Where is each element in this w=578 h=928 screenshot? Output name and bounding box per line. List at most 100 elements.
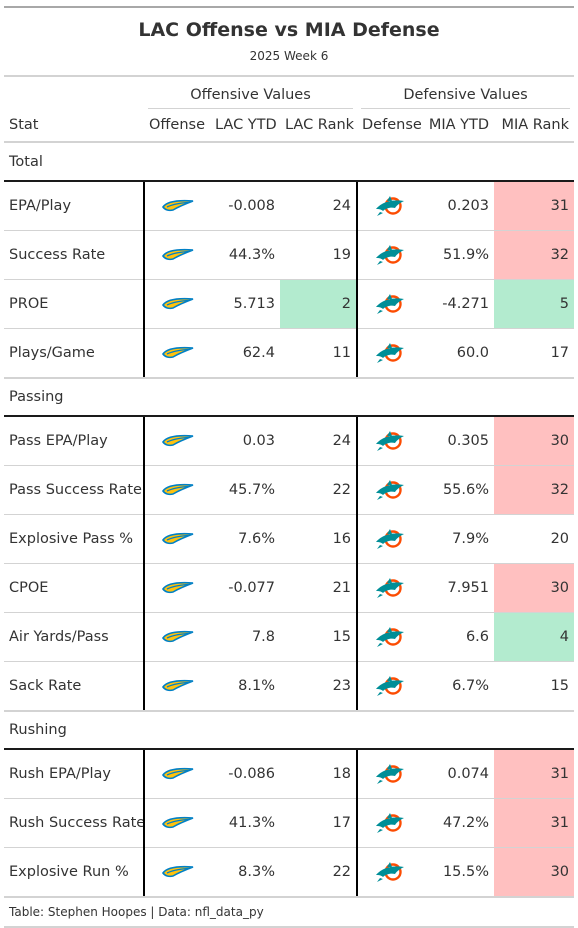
- lac-ytd-value: -0.077: [210, 563, 280, 613]
- stat-name: Explosive Pass %: [4, 514, 144, 564]
- chargers-logo-icon: [161, 816, 193, 829]
- table-row: PROE 5.713 2 -4.271 5: [4, 279, 575, 329]
- table-row: Explosive Pass % 7.6% 16 7.9% 20: [4, 514, 575, 564]
- offense-logo: [143, 661, 210, 712]
- stat-name: Pass Success Rate: [4, 465, 144, 515]
- group-label: Passing: [4, 377, 575, 417]
- mia-ytd-value: 6.7%: [423, 661, 495, 712]
- group-row: Rushing: [4, 710, 575, 750]
- spanner-row: Offensive Values Defensive Values: [4, 77, 574, 109]
- table-row: EPA/Play -0.008 24 0.203 31: [4, 181, 575, 231]
- stat-name: EPA/Play: [4, 181, 144, 231]
- lac-rank-value: 19: [280, 230, 358, 280]
- lac-rank-value: 17: [280, 798, 358, 848]
- defense-logo: [356, 661, 424, 712]
- table-body: Total EPA/Play -0.008 24 0.203 31 Success Ra…: [4, 142, 575, 898]
- mia-rank-value: 31: [494, 798, 575, 848]
- mia-ytd-value: 51.9%: [423, 230, 495, 280]
- defense-logo: [356, 749, 424, 799]
- mia-rank-value: 20: [494, 514, 575, 564]
- lac-ytd-value: -0.008: [210, 181, 280, 231]
- dolphins-logo-icon: [375, 578, 404, 598]
- lac-ytd-value: 7.8: [210, 612, 280, 662]
- lac-rank-value: 11: [280, 328, 358, 379]
- mia-ytd-value: 47.2%: [423, 798, 495, 848]
- defense-logo: [356, 328, 424, 379]
- lac-ytd-value: 5.713: [210, 279, 280, 329]
- dolphins-logo-icon: [375, 627, 404, 647]
- lac-ytd-value: -0.086: [210, 749, 280, 799]
- stat-name: CPOE: [4, 563, 144, 613]
- lac-rank-value: 18: [280, 749, 358, 799]
- mia-rank-value: 5: [494, 279, 575, 329]
- offense-logo: [143, 230, 210, 280]
- lac-rank-value: 16: [280, 514, 358, 564]
- stats-table-card: LAC Offense vs MIA Defense 2025 Week 6 O…: [4, 6, 575, 928]
- offense-logo: [143, 279, 210, 329]
- offense-logo: [143, 847, 210, 898]
- dolphins-logo-icon: [375, 529, 404, 549]
- table-title: LAC Offense vs MIA Defense: [138, 19, 440, 41]
- table-row: Sack Rate 8.1% 23 6.7% 15: [4, 661, 575, 712]
- defense-logo: [356, 279, 424, 329]
- defense-logo: [356, 181, 424, 231]
- lac-rank-value: 21: [280, 563, 358, 613]
- dolphins-logo-icon: [375, 676, 404, 696]
- defense-logo: [356, 612, 424, 662]
- chargers-logo-icon: [161, 581, 193, 594]
- offense-logo: [143, 612, 210, 662]
- dolphins-logo-icon: [375, 480, 404, 500]
- chargers-logo-icon: [161, 767, 193, 780]
- col-header-lac-ytd: LAC YTD: [210, 109, 280, 143]
- lac-rank-value: 22: [280, 465, 358, 515]
- table-row: Rush EPA/Play -0.086 18 0.074 31: [4, 749, 575, 799]
- table-row: Plays/Game 62.4 11 60.0 17: [4, 328, 575, 379]
- chargers-logo-icon: [161, 434, 193, 447]
- defense-logo: [356, 416, 424, 466]
- top-rule: [4, 6, 574, 8]
- mia-ytd-value: 0.305: [423, 416, 495, 466]
- mia-ytd-value: 7.9%: [423, 514, 495, 564]
- stat-name: Rush EPA/Play: [4, 749, 144, 799]
- mia-rank-value: 32: [494, 465, 575, 515]
- table-row: Rush Success Rate 41.3% 17 47.2% 31: [4, 798, 575, 848]
- table-row: CPOE -0.077 21 7.951 30: [4, 563, 575, 613]
- mia-rank-value: 30: [494, 847, 575, 898]
- chargers-logo-icon: [161, 248, 193, 261]
- chargers-logo-icon: [161, 297, 193, 310]
- header-rule: [4, 75, 574, 77]
- chargers-logo-icon: [161, 483, 193, 496]
- lac-ytd-value: 8.1%: [210, 661, 280, 712]
- lac-ytd-value: 44.3%: [210, 230, 280, 280]
- stat-name: Sack Rate: [4, 661, 144, 712]
- offense-logo: [143, 749, 210, 799]
- mia-ytd-value: 7.951: [423, 563, 495, 613]
- group-label: Rushing: [4, 710, 575, 750]
- mia-rank-value: 30: [494, 563, 575, 613]
- dolphins-logo-icon: [375, 862, 404, 882]
- stat-name: Air Yards/Pass: [4, 612, 144, 662]
- lac-rank-value: 15: [280, 612, 358, 662]
- col-header-offense: Offense: [144, 109, 210, 143]
- defense-logo: [356, 230, 424, 280]
- table-row: Pass EPA/Play 0.03 24 0.305 30: [4, 416, 575, 466]
- table-row: Explosive Run % 8.3% 22 15.5% 30: [4, 847, 575, 898]
- group-label: Total: [4, 142, 575, 182]
- mia-rank-value: 31: [494, 181, 575, 231]
- column-header-row: Stat Offense LAC YTD LAC Rank Defense MI…: [4, 109, 575, 143]
- table-subtitle: 2025 Week 6: [249, 49, 329, 63]
- mia-ytd-value: 60.0: [423, 328, 495, 379]
- stat-name: Pass EPA/Play: [4, 416, 144, 466]
- offense-logo: [143, 465, 210, 515]
- chargers-logo-icon: [161, 532, 193, 545]
- spanner-defensive-values: Defensive Values: [357, 77, 574, 109]
- dolphins-logo-icon: [375, 245, 404, 265]
- group-row: Total: [4, 142, 575, 182]
- stat-name: Success Rate: [4, 230, 144, 280]
- mia-rank-value: 17: [494, 328, 575, 379]
- table-row: Air Yards/Pass 7.8 15 6.6 4: [4, 612, 575, 662]
- col-header-lac-rank: LAC Rank: [280, 109, 358, 143]
- lac-ytd-value: 0.03: [210, 416, 280, 466]
- offense-logo: [143, 563, 210, 613]
- mia-ytd-value: 6.6: [423, 612, 495, 662]
